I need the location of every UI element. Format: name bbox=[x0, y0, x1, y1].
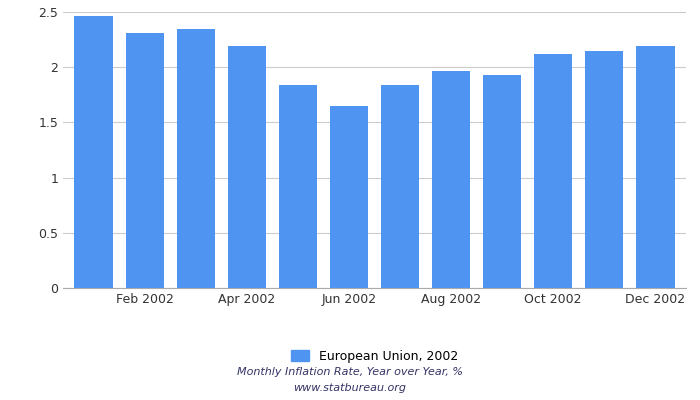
Bar bbox=[483, 75, 522, 288]
Legend: European Union, 2002: European Union, 2002 bbox=[284, 344, 465, 370]
Bar bbox=[585, 51, 624, 288]
Bar bbox=[636, 46, 675, 288]
Text: www.statbureau.org: www.statbureau.org bbox=[293, 383, 407, 393]
Bar bbox=[381, 85, 419, 288]
Bar bbox=[432, 70, 470, 288]
Bar bbox=[176, 28, 215, 288]
Bar bbox=[228, 46, 266, 288]
Bar bbox=[330, 106, 368, 288]
Bar bbox=[279, 85, 317, 288]
Bar bbox=[534, 54, 573, 288]
Bar bbox=[125, 33, 164, 288]
Bar bbox=[74, 16, 113, 288]
Text: Monthly Inflation Rate, Year over Year, %: Monthly Inflation Rate, Year over Year, … bbox=[237, 367, 463, 377]
